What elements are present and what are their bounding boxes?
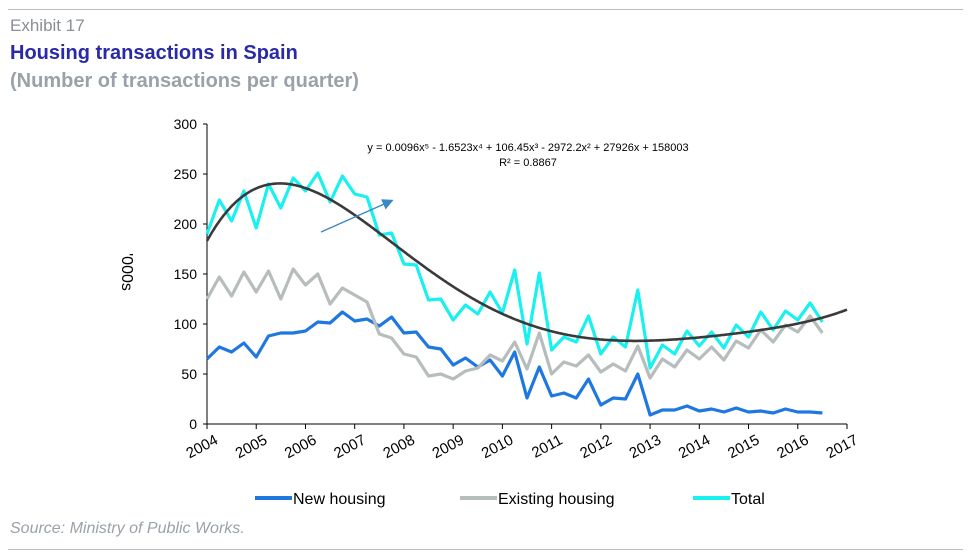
series-line-new [205, 310, 823, 417]
x-tick-label: 2014 [676, 432, 713, 463]
y-axis-label: '000s [118, 253, 135, 291]
x-tick-label: 2015 [725, 432, 762, 463]
trend-equation: y = 0.0096x⁵ - 1.6523x⁴ + 106.45x³ - 297… [367, 142, 688, 154]
y-tick-label: 50 [181, 366, 197, 382]
trend-r-squared: R² = 0.8867 [499, 157, 557, 169]
series-lines [205, 171, 824, 417]
x-tick-label: 2013 [627, 432, 664, 463]
annotation-arrow [320, 199, 394, 233]
polynomial-trend-line [205, 182, 848, 343]
x-tick-label: 2004 [183, 432, 220, 463]
series-line-total [205, 171, 824, 370]
x-tick-label: 2010 [479, 432, 516, 463]
source-note: Source: Ministry of Public Works. [10, 520, 245, 537]
trend-line [205, 182, 848, 343]
legend-label-new: New housing [293, 491, 386, 508]
x-tick-label: 2005 [233, 432, 270, 463]
legend-label-existing: Existing housing [498, 491, 615, 508]
legend-label-total: Total [731, 491, 765, 508]
bottom-rule [8, 549, 963, 550]
x-tick-label: 2011 [529, 432, 565, 462]
x-tick-label: 2007 [331, 432, 368, 463]
chart-title: Housing transactions in Spain [10, 42, 298, 64]
y-tick-label: 200 [174, 216, 198, 232]
y-tick-label: 100 [174, 316, 198, 332]
y-tick-label: 0 [189, 416, 197, 432]
y-axis: 0 50 100 150 200 250 300 [174, 116, 208, 432]
x-tick-label: 2009 [430, 432, 467, 463]
x-tick-label: 2017 [823, 432, 860, 463]
exhibit-label: Exhibit 17 [10, 16, 85, 35]
x-tick-label: 2006 [282, 432, 319, 463]
y-tick-label: 250 [174, 166, 198, 182]
y-tick-label: 300 [174, 116, 198, 132]
legend: New housing Existing housing Total [255, 491, 765, 508]
x-tick-label: 2016 [774, 432, 811, 463]
x-axis: 2004 2005 2006 2007 2008 2009 2010 2011 2012 2013… [183, 423, 861, 463]
top-rule [8, 9, 963, 10]
series-line-existing [205, 267, 824, 381]
chart-subtitle: (Number of transactions per quarter) [10, 70, 359, 92]
x-tick-label: 2012 [577, 432, 614, 463]
x-tick-label: 2008 [380, 432, 417, 463]
y-tick-label: 150 [174, 266, 198, 282]
